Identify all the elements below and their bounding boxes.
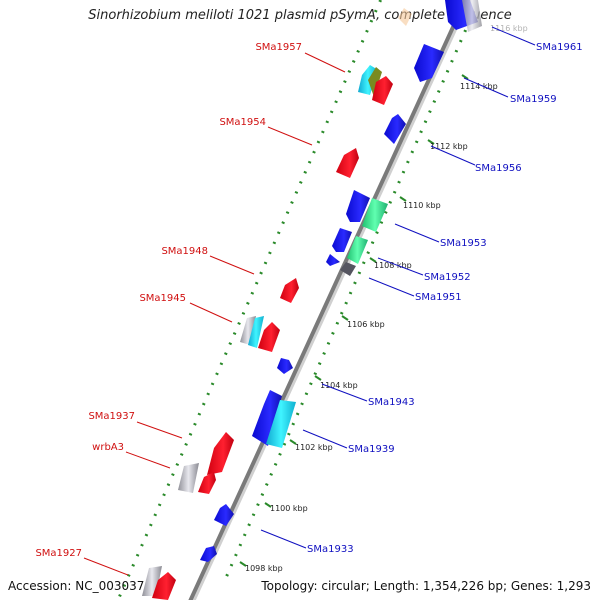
topology-label: Topology: circular; Length: 1,354,226 bp… — [261, 579, 591, 593]
outer-dotted-track — [116, 0, 383, 600]
gene-label-sma1959: SMa1959 — [510, 94, 557, 105]
scale-label-1106: 1106 kbp — [347, 320, 385, 329]
gene-label-sma1957: SMa1957 — [255, 42, 302, 53]
gene-arrow-sma1933b — [200, 546, 217, 562]
gene-arrow-sma1945-cyan — [248, 316, 264, 348]
gene-label-sma1953: SMa1953 — [440, 238, 487, 249]
scale-label-1108: 1108 kbp — [374, 261, 412, 270]
accession-label: Accession: NC_003037 — [8, 579, 145, 593]
forward-gene-arrows — [142, 65, 393, 600]
left-leader-lines — [83, 52, 346, 576]
gene-arrow-sma1937-gray — [178, 463, 199, 493]
gene-arrow-sma1956 — [384, 114, 406, 144]
gene-arrow-sma1952-blue — [332, 228, 352, 252]
gene-label-sma1939: SMa1939 — [348, 444, 395, 455]
gene-arrow-sma1951 — [340, 262, 356, 276]
scale-label-1114: 1114 kbp — [460, 82, 498, 91]
gene-arrow-sma1948 — [280, 278, 299, 303]
gene-label-sma1948: SMa1948 — [161, 246, 208, 257]
gene-label-sma1943: SMa1943 — [368, 397, 415, 408]
gene-arrow-faint — [398, 8, 412, 26]
gene-label-sma1951: SMa1951 — [415, 292, 462, 303]
gene-arrow-sma1961-gray — [462, 0, 482, 32]
scale-label-1112: 1112 kbp — [430, 142, 468, 151]
plasmid-backbone — [188, 0, 468, 600]
scale-label-1098: 1098 kbp — [245, 564, 283, 573]
gene-label-sma1956: SMa1956 — [475, 163, 522, 174]
gene-label-sma1945: SMa1945 — [139, 293, 186, 304]
scale-label-1104: 1104 kbp — [320, 381, 358, 390]
gene-label-sma1927: SMa1927 — [35, 548, 82, 559]
scale-label-1100: 1100 kbp — [270, 504, 308, 513]
gene-arrow-sma1959 — [414, 44, 444, 82]
scale-label-1110: 1110 kbp — [403, 201, 441, 210]
scale-label-1116: 1116 kbp — [490, 24, 528, 33]
gene-arrow-sma1933 — [214, 504, 234, 526]
gene-arrow-sma1953 — [362, 198, 388, 232]
gene-label-sma1961: SMa1961 — [536, 42, 583, 53]
gene-arrow-sma1957 — [372, 76, 393, 105]
gene-arrow-sma1952 — [347, 236, 368, 264]
gene-arrow-sma1951-blue — [326, 254, 340, 266]
gene-arrow-sma1939 — [266, 400, 296, 448]
gene-label-sma1952: SMa1952 — [424, 272, 471, 283]
right-leader-lines — [260, 26, 536, 549]
gene-arrow-sma1927 — [152, 572, 176, 600]
gene-arrow-sma1957-olive — [368, 67, 382, 97]
reverse-gene-arrows — [200, 0, 482, 562]
gene-arrow-sma1953-blue — [346, 190, 370, 222]
scale-ticks — [239, 74, 469, 567]
gene-arrow-sma1943 — [277, 358, 293, 374]
gene-label-sma1937: SMa1937 — [88, 411, 135, 422]
gene-label-wrba3: wrbA3 — [92, 442, 124, 453]
scale-label-1102: 1102 kbp — [295, 443, 333, 452]
gene-arrow-wrba3 — [198, 472, 216, 494]
gene-arrow-sma1937 — [207, 432, 234, 475]
gene-label-sma1954: SMa1954 — [219, 117, 266, 128]
gene-arrow-sma1945 — [258, 322, 280, 352]
gene-arrow-sma1939-blue — [252, 390, 282, 446]
gene-arrow-sma1954 — [336, 148, 359, 178]
gene-label-sma1933: SMa1933 — [307, 544, 354, 555]
gene-arrow-sma1945-gray — [240, 316, 256, 345]
